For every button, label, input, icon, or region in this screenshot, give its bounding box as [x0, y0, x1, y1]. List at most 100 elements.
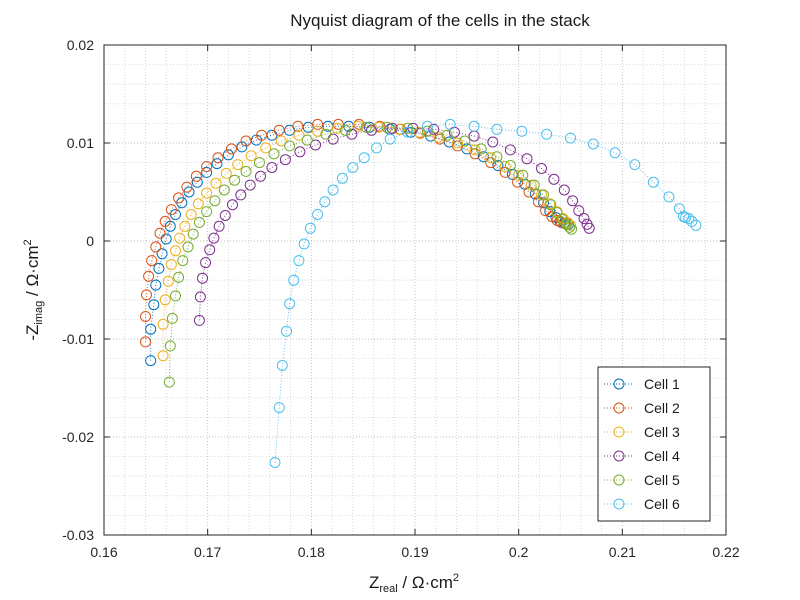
data-point	[352, 120, 364, 132]
data-point	[340, 124, 351, 136]
data-point	[578, 213, 590, 224]
y-axis-label-unit: / Ω·cm	[23, 246, 42, 301]
data-point	[491, 151, 503, 163]
data-point	[226, 143, 237, 155]
data-point	[182, 241, 194, 253]
data-point	[366, 124, 377, 136]
series-layer	[140, 118, 702, 468]
data-point	[163, 376, 175, 388]
data-point	[393, 123, 405, 135]
data-point	[567, 195, 579, 207]
data-point	[181, 181, 193, 193]
data-point	[165, 259, 177, 270]
y-tick-label: -0.01	[62, 331, 94, 347]
data-point	[222, 149, 234, 161]
legend-marker	[613, 402, 625, 414]
data-point	[212, 152, 224, 164]
legend-label: Cell 1	[644, 376, 680, 392]
data-point	[187, 228, 199, 240]
data-point	[548, 173, 560, 185]
data-point	[157, 350, 169, 362]
legend-item: Cell 3	[604, 424, 680, 440]
data-point	[565, 132, 576, 144]
data-point	[229, 174, 241, 186]
data-point	[190, 170, 202, 182]
data-point	[183, 186, 195, 198]
legend-label: Cell 2	[644, 400, 680, 416]
data-point	[240, 165, 252, 177]
y-tick-label: 0.01	[67, 135, 94, 151]
data-point	[210, 177, 222, 189]
data-point	[273, 124, 285, 136]
x-tick-label: 0.21	[609, 544, 636, 560]
x-axis-label-unit: / Ω·cm	[398, 573, 453, 592]
y-tick-label: 0	[86, 233, 94, 249]
data-point	[293, 129, 305, 141]
data-point	[298, 238, 310, 250]
data-point	[244, 179, 256, 191]
legend-label: Cell 3	[644, 424, 680, 440]
legend-item: Cell 2	[604, 400, 680, 416]
data-point	[336, 172, 348, 184]
data-point	[647, 176, 659, 188]
data-point	[332, 118, 344, 130]
data-point	[459, 135, 471, 147]
data-point	[353, 118, 365, 130]
data-point	[256, 129, 268, 141]
data-point	[512, 176, 524, 188]
data-point	[268, 148, 280, 160]
data-point	[170, 290, 181, 302]
data-point	[174, 232, 186, 244]
data-point	[232, 159, 244, 171]
data-point	[164, 340, 176, 352]
series-5	[163, 121, 577, 388]
data-point	[157, 318, 169, 330]
data-point	[545, 199, 557, 211]
data-point	[360, 121, 372, 133]
series-3	[157, 120, 576, 362]
data-point	[162, 275, 174, 287]
data-point	[294, 146, 306, 158]
data-point	[197, 272, 208, 284]
data-point	[288, 274, 300, 286]
data-point	[292, 120, 304, 132]
data-point	[343, 120, 355, 132]
data-point	[166, 312, 178, 324]
legend-marker	[613, 498, 625, 510]
data-point	[193, 314, 205, 326]
data-point	[421, 120, 433, 132]
data-point	[320, 128, 332, 140]
y-tick-label: 0.02	[67, 37, 94, 53]
data-point	[245, 150, 257, 162]
data-point	[281, 325, 292, 337]
x-axis-ticks: 0.16 0.17 0.18 0.19 0.2 0.21 0.22	[90, 45, 740, 560]
data-point	[219, 210, 231, 221]
data-point	[275, 135, 287, 147]
x-axis-label-sub: real	[379, 583, 397, 595]
x-tick-label: 0.22	[712, 544, 739, 560]
data-point	[310, 139, 321, 151]
data-point	[491, 123, 503, 135]
data-point	[499, 161, 511, 172]
data-point	[213, 220, 225, 232]
data-point	[165, 204, 177, 216]
data-point	[284, 140, 296, 152]
data-point	[201, 187, 213, 199]
data-point	[573, 205, 585, 217]
data-point	[254, 157, 265, 169]
data-point	[154, 227, 166, 239]
data-point	[312, 209, 324, 220]
data-point	[273, 402, 285, 414]
data-point	[150, 279, 162, 291]
data-point	[159, 215, 171, 227]
data-point	[173, 192, 185, 204]
data-point	[331, 122, 343, 134]
y-axis-ticks: -0.03 -0.02 -0.01 0 0.01 0.02	[62, 37, 726, 543]
data-point	[536, 163, 547, 174]
series-4	[193, 122, 595, 326]
x-axis-label-sup: 2	[453, 572, 459, 584]
legend-label: Cell 6	[644, 496, 680, 512]
data-point	[441, 129, 453, 141]
data-point	[293, 255, 305, 267]
data-point	[402, 122, 414, 134]
